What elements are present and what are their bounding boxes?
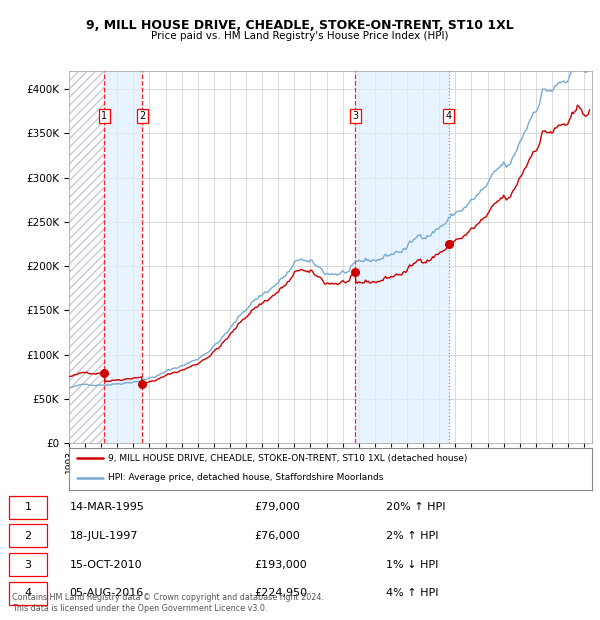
Text: 14-MAR-1995: 14-MAR-1995: [70, 502, 145, 512]
Text: 3: 3: [352, 111, 358, 121]
Text: 2: 2: [24, 531, 31, 541]
Text: HPI: Average price, detached house, Staffordshire Moorlands: HPI: Average price, detached house, Staf…: [108, 474, 383, 482]
Text: 9, MILL HOUSE DRIVE, CHEADLE, STOKE-ON-TRENT, ST10 1XL (detached house): 9, MILL HOUSE DRIVE, CHEADLE, STOKE-ON-T…: [108, 454, 467, 463]
Text: 4: 4: [24, 588, 31, 598]
FancyBboxPatch shape: [9, 525, 47, 547]
Bar: [69, 71, 104, 443]
Text: 20% ↑ HPI: 20% ↑ HPI: [386, 502, 446, 512]
Bar: [104, 71, 142, 443]
Text: 4% ↑ HPI: 4% ↑ HPI: [386, 588, 439, 598]
FancyBboxPatch shape: [9, 553, 47, 576]
Text: 9, MILL HOUSE DRIVE, CHEADLE, STOKE-ON-TRENT, ST10 1XL: 9, MILL HOUSE DRIVE, CHEADLE, STOKE-ON-T…: [86, 19, 514, 32]
Text: 18-JUL-1997: 18-JUL-1997: [70, 531, 138, 541]
Text: 1: 1: [101, 111, 107, 121]
Text: 1: 1: [25, 502, 31, 512]
Bar: [69, 71, 104, 443]
Text: £76,000: £76,000: [254, 531, 299, 541]
Text: Contains HM Land Registry data © Crown copyright and database right 2024.
This d: Contains HM Land Registry data © Crown c…: [12, 593, 324, 613]
FancyBboxPatch shape: [9, 582, 47, 604]
Text: 4: 4: [446, 111, 452, 121]
Text: 2: 2: [139, 111, 145, 121]
FancyBboxPatch shape: [9, 496, 47, 519]
Text: 3: 3: [25, 560, 31, 570]
Text: 15-OCT-2010: 15-OCT-2010: [70, 560, 142, 570]
Text: £193,000: £193,000: [254, 560, 307, 570]
Bar: [355, 71, 449, 443]
Text: 2% ↑ HPI: 2% ↑ HPI: [386, 531, 439, 541]
Text: 05-AUG-2016: 05-AUG-2016: [70, 588, 144, 598]
Text: £224,950: £224,950: [254, 588, 307, 598]
Text: Price paid vs. HM Land Registry's House Price Index (HPI): Price paid vs. HM Land Registry's House …: [151, 31, 449, 41]
Text: 1% ↓ HPI: 1% ↓ HPI: [386, 560, 439, 570]
Text: £79,000: £79,000: [254, 502, 300, 512]
